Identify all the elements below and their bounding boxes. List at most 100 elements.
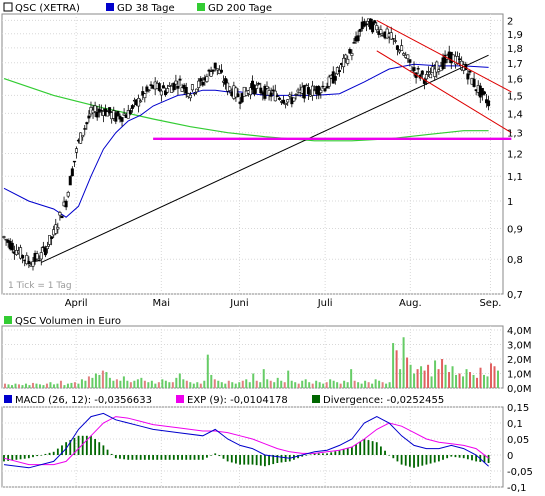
candle [66, 190, 70, 199]
volume-bar [105, 372, 108, 388]
volume-bar [318, 382, 321, 388]
candle [120, 117, 124, 127]
divergence-bar [317, 453, 320, 455]
divergence-bar [164, 455, 167, 460]
volume-bar [367, 382, 370, 388]
candle [176, 80, 180, 95]
volume-bar [4, 383, 6, 388]
candle [379, 25, 383, 38]
volume-bar [343, 380, 346, 388]
volume-bar [423, 370, 426, 388]
candle [337, 65, 341, 77]
volume-bar [283, 382, 286, 388]
candle [224, 76, 228, 90]
volume-bar [56, 383, 59, 388]
volume-bar [315, 380, 318, 388]
candle [306, 83, 310, 101]
legend-swatch-macd [4, 395, 12, 403]
volume-bar [108, 377, 111, 388]
candle [31, 257, 35, 271]
divergence-bar [450, 455, 453, 457]
divergence-bar [239, 455, 241, 465]
candle [27, 256, 31, 269]
price-y-tick-label: 1,5 [507, 91, 523, 102]
volume-bar [38, 384, 41, 388]
volume-bar [154, 383, 157, 388]
divergence-bar [193, 455, 196, 460]
volume-bar [406, 357, 409, 388]
candle [95, 106, 99, 121]
volume-bar [178, 373, 181, 388]
divergence-bar [309, 454, 312, 456]
volume-bar [241, 380, 244, 388]
volume-bar [392, 343, 395, 388]
divergence-bar [425, 455, 428, 465]
divergence-bar [127, 455, 130, 460]
macd-line [3, 412, 489, 469]
volume-bar [98, 374, 101, 388]
price-y-tick-label: 1,4 [507, 109, 523, 120]
price-legend: QSC (XETRA) GD 38 Tage GD 200 Tage [3, 2, 272, 14]
legend-ma200: GD 200 Tage [208, 3, 272, 14]
volume-bar [287, 370, 290, 388]
volume-y-tick-label: 0,0M [507, 384, 532, 395]
divergence-bar [230, 455, 233, 463]
candle [99, 104, 103, 116]
divergence-bar [40, 455, 43, 456]
divergence-bar [462, 455, 465, 459]
divergence-bar [338, 450, 341, 455]
candle [466, 69, 470, 85]
divergence-bar [44, 453, 47, 455]
candle [277, 96, 281, 101]
candle [93, 101, 97, 118]
divergence-bar [454, 455, 457, 458]
price-y-ticks: 2 1,9 1,8 1,7 1,6 1,5 1,4 1,3 1,2 1,1 1 0,9 0,8 0,7 [507, 16, 523, 301]
candle [255, 81, 259, 94]
candle [342, 54, 346, 74]
candle [45, 241, 49, 254]
volume-bar [255, 380, 258, 388]
price-x-tick-label: April [65, 298, 88, 309]
divergence-bar [280, 455, 283, 463]
volume-bar [455, 374, 458, 388]
volume-bar [52, 384, 55, 388]
volume-bar [245, 379, 248, 388]
volume-bar [448, 372, 451, 388]
volume-bar [171, 382, 174, 388]
candle [319, 87, 323, 99]
volume-bar [371, 383, 374, 388]
volume-bar [14, 383, 17, 388]
price-x-ticks: April Mai Juni Juli Aug. Sep. [65, 298, 502, 309]
volume-bar [84, 380, 87, 388]
price-y-tick-label: 1,1 [507, 172, 523, 183]
volume-bar [357, 382, 360, 388]
price-x-tick-label: Aug. [399, 298, 422, 309]
candle [81, 134, 85, 141]
volume-bar [42, 385, 45, 388]
candle [275, 93, 279, 98]
trend-line [41, 54, 489, 263]
divergence-bar [334, 451, 337, 455]
volume-bar [210, 374, 213, 388]
macd-y-tick-label: -0,1 [507, 483, 527, 494]
candle [182, 83, 186, 95]
volume-bar [311, 383, 314, 388]
divergence-bar [458, 455, 461, 458]
volume-bar [308, 382, 311, 388]
candle [424, 70, 428, 86]
candle [168, 82, 172, 87]
volume-bar [483, 374, 486, 388]
volume-bar [441, 359, 444, 388]
volume-bar [164, 380, 167, 388]
volume-bar [45, 383, 48, 388]
legend-volume: QSC Volumen in Euro [15, 316, 121, 327]
volume-bar [199, 383, 202, 388]
macd-grid [2, 406, 503, 488]
divergence-bar [272, 455, 275, 465]
volume-y-tick-label: 3,0M [507, 341, 532, 352]
candle [209, 66, 213, 77]
candle [352, 37, 356, 44]
divergence-bar [442, 455, 444, 460]
volume-bar [168, 382, 171, 388]
macd-y-tick-label: 0,05 [507, 435, 529, 446]
